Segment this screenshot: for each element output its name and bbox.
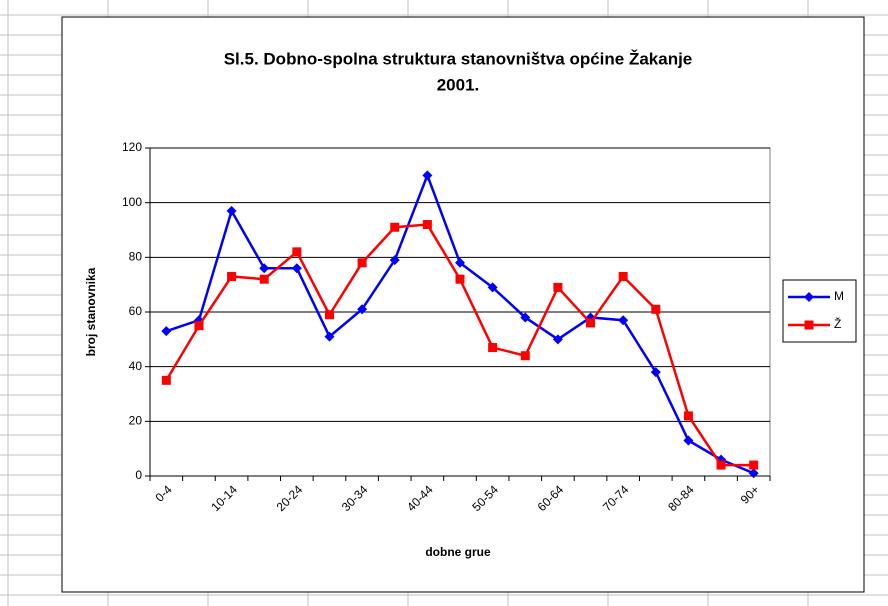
marker (618, 315, 629, 326)
legend-label: M (834, 289, 844, 303)
marker (804, 292, 814, 302)
marker (618, 271, 628, 281)
marker (748, 468, 759, 479)
marker (552, 334, 563, 345)
marker (259, 274, 269, 284)
marker (357, 304, 368, 315)
marker (455, 274, 465, 284)
marker (520, 312, 531, 323)
marker (194, 321, 204, 331)
legend-label: Ž (834, 316, 841, 331)
marker (357, 258, 367, 268)
marker (226, 205, 237, 216)
marker (292, 247, 302, 257)
y-tick-label: 100 (122, 195, 142, 209)
marker (259, 263, 270, 274)
marker (804, 320, 814, 330)
marker (487, 282, 498, 293)
marker (651, 304, 661, 314)
marker (422, 220, 432, 230)
marker (422, 170, 433, 181)
marker (650, 367, 661, 378)
y-tick-label: 20 (129, 414, 143, 428)
y-tick-label: 40 (129, 359, 143, 373)
marker (488, 343, 498, 353)
chart-title: 2001. (437, 75, 480, 94)
marker (716, 460, 726, 470)
marker (683, 435, 694, 446)
marker (324, 310, 334, 320)
chart-title: Sl.5. Dobno-spolna struktura stanovništv… (224, 49, 693, 68)
y-tick-label: 120 (122, 140, 142, 154)
marker (586, 318, 596, 328)
y-axis-title: broj stanovnika (84, 267, 98, 356)
marker (749, 460, 759, 470)
marker (455, 257, 465, 268)
marker (683, 411, 693, 421)
legend (782, 279, 857, 343)
x-axis-title: dobne grue (425, 545, 491, 559)
marker (227, 271, 237, 281)
marker (324, 331, 335, 342)
marker (291, 263, 302, 274)
marker (390, 222, 400, 232)
y-tick-label: 0 (135, 468, 142, 482)
marker (161, 326, 172, 337)
marker (553, 282, 563, 292)
y-tick-label: 80 (129, 250, 143, 264)
marker (161, 375, 171, 385)
marker (389, 255, 400, 266)
y-tick-label: 60 (129, 304, 143, 318)
marker (520, 351, 530, 361)
